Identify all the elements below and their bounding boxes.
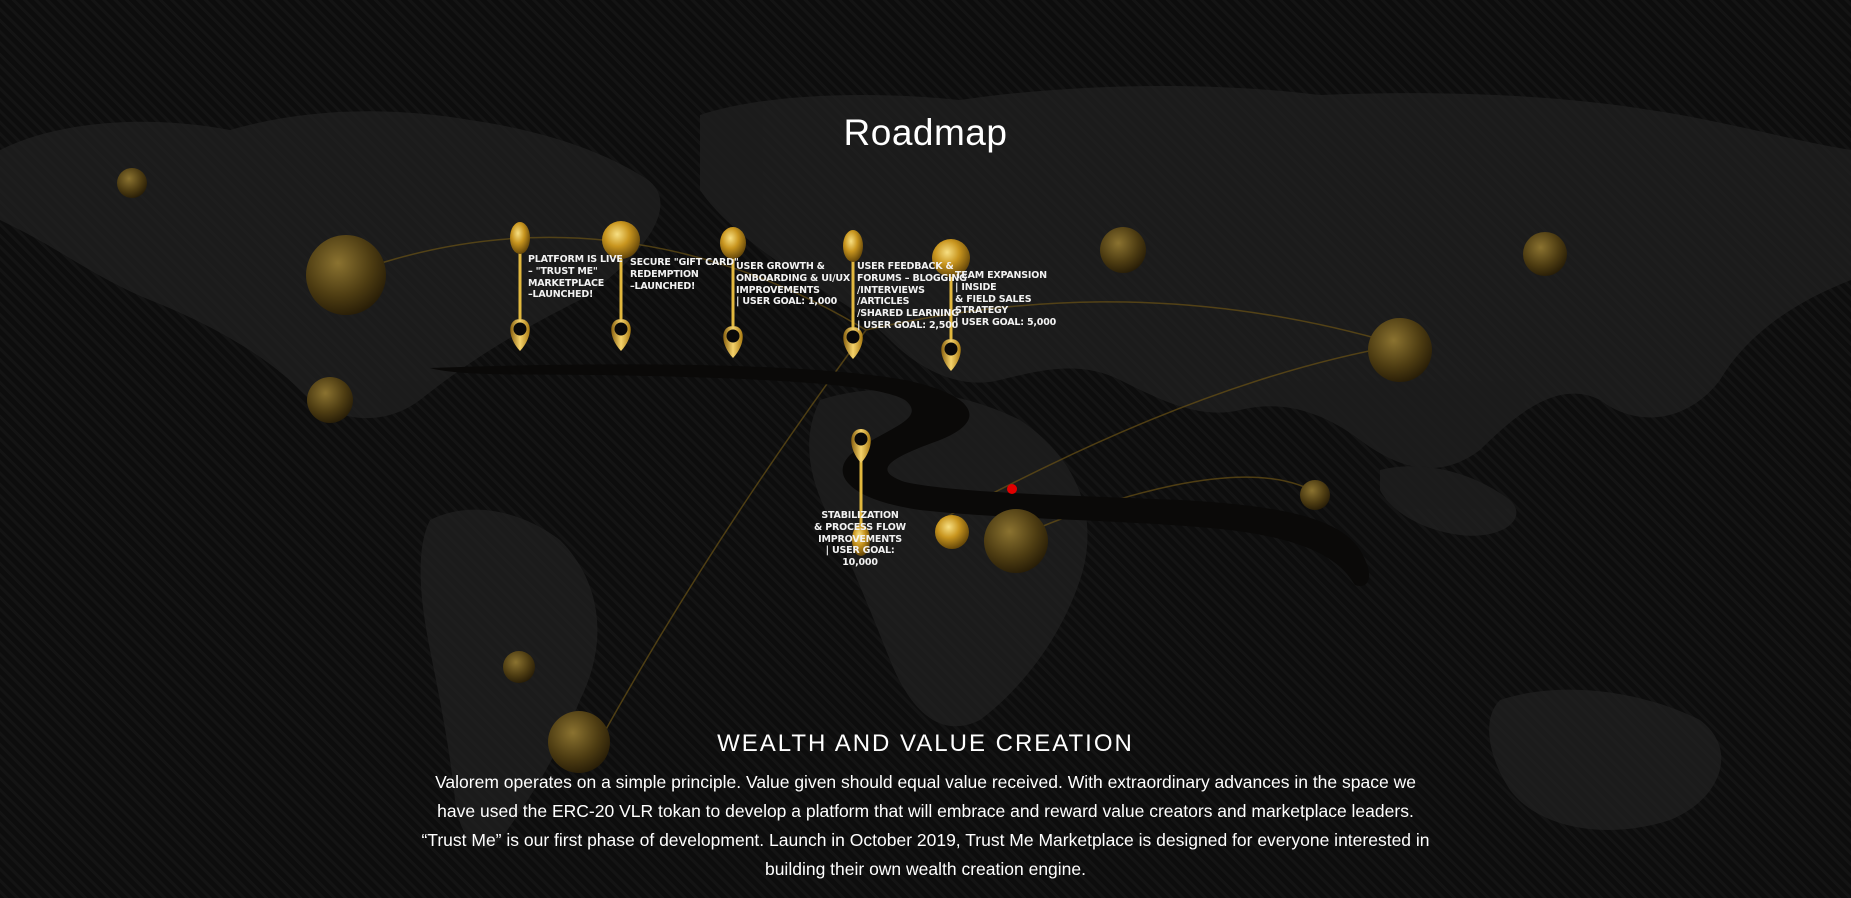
milestone-label-5: TEAM EXPANSION | INSIDE & FIELD SALES ST… bbox=[955, 270, 1057, 329]
coin-icon bbox=[843, 230, 863, 262]
milestone-pin-2 bbox=[602, 221, 640, 351]
section-body: Valorem operates on a simple principle. … bbox=[421, 772, 1430, 879]
coin-icon bbox=[852, 524, 870, 556]
milestone-label-6: STABILIZATION & PROCESS FLOW IMPROVEMENT… bbox=[814, 510, 906, 569]
section-heading: WEALTH AND VALUE CREATION bbox=[717, 730, 1134, 757]
milestone-label-4: USER FEEDBACK & FORUMS – BLOGGING /INTER… bbox=[857, 261, 967, 331]
milestone-label-3: USER GROWTH & ONBOARDING & UI/UX IMPROVE… bbox=[736, 261, 850, 308]
coin-icon bbox=[720, 227, 746, 259]
milestone-label-2: SECURE "GIFT CARD" REDEMPTION –LAUNCHED! bbox=[630, 257, 739, 292]
coin-icon bbox=[602, 221, 640, 259]
milestone-pin-5 bbox=[932, 239, 970, 371]
coin-icon bbox=[510, 222, 530, 254]
location-marker bbox=[1007, 484, 1017, 494]
milestone-pins bbox=[510, 221, 970, 556]
milestone-pin-3 bbox=[720, 227, 746, 358]
milestone-pin-6 bbox=[851, 429, 871, 556]
milestone-label-1: PLATFORM IS LIVE – "TRUST ME" MARKETPLAC… bbox=[528, 254, 623, 301]
coin-icon bbox=[932, 239, 970, 277]
page-title: Roadmap bbox=[843, 112, 1008, 153]
milestone-pin-4 bbox=[843, 230, 863, 359]
milestone-pin-1 bbox=[510, 222, 530, 351]
decorative-coins bbox=[117, 168, 1567, 773]
